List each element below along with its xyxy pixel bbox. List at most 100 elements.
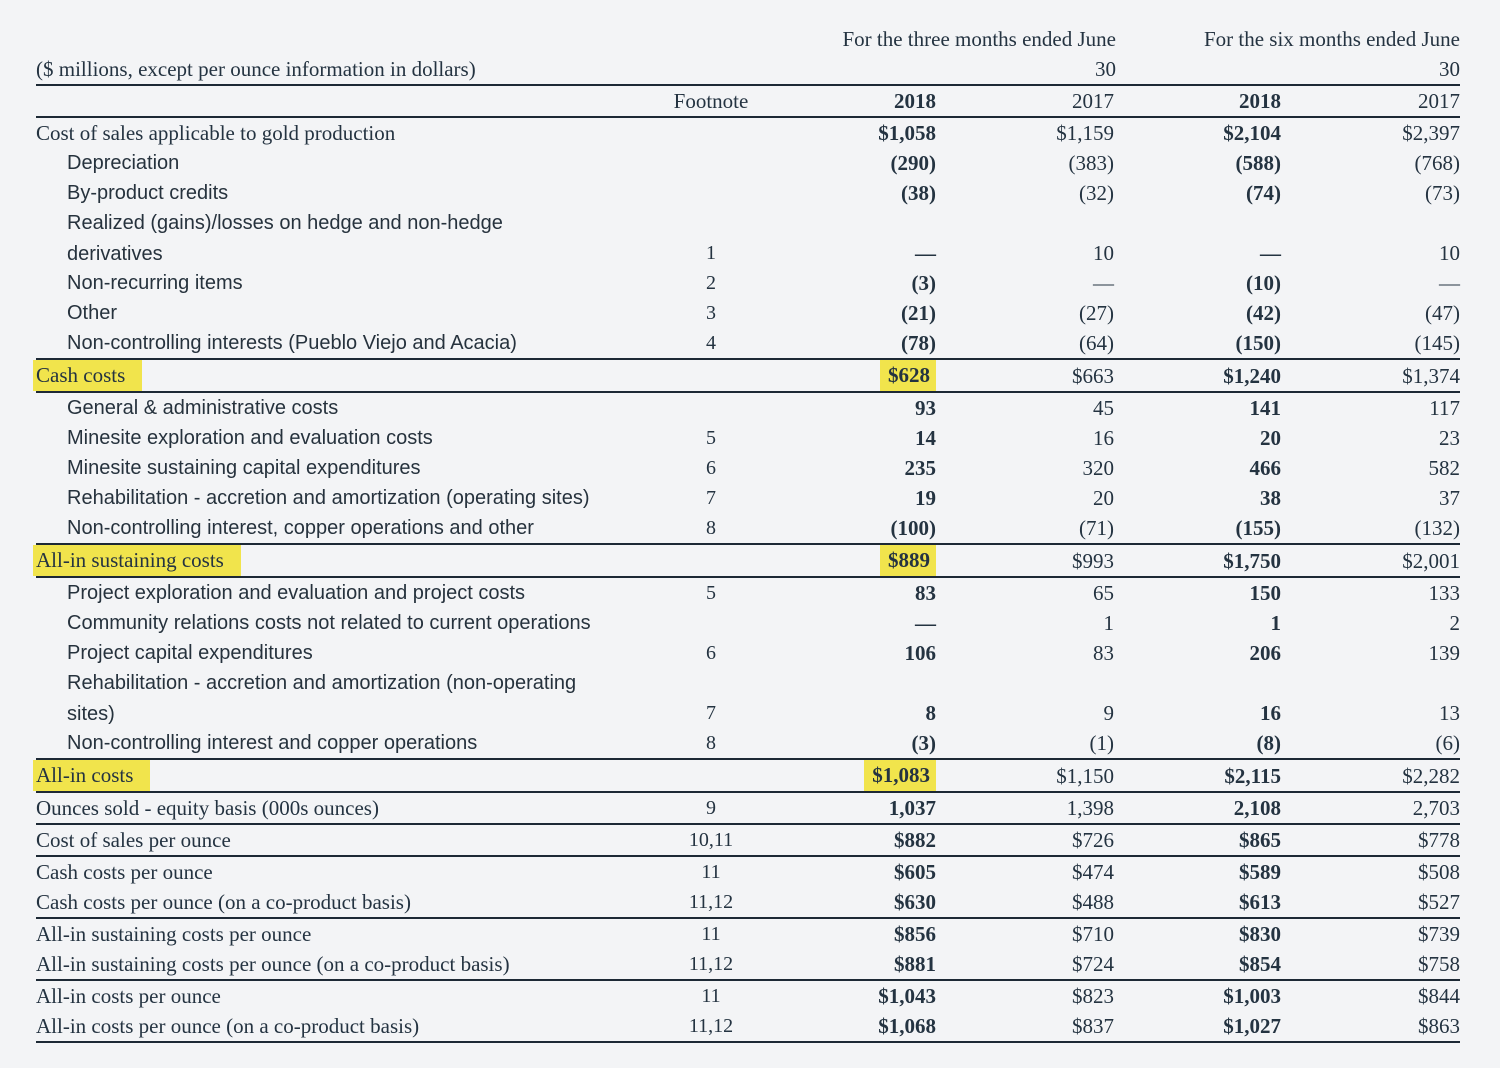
row-label: Cash costs: [33, 359, 636, 393]
value-cell: 117: [1429, 396, 1460, 420]
value-cell: 19: [915, 486, 936, 510]
table-header-block: ($ millions, except per ounce informatio…: [36, 24, 1460, 86]
footnote-cell: 8: [636, 728, 786, 760]
period-header-six-months-line2: 30: [1439, 57, 1460, 81]
row-non-controlling-interests: Non-controlling interests (Pueblo Viejo …: [36, 328, 1460, 360]
column-header-row: Footnote 2018 2017 2018 2017: [36, 86, 1460, 118]
row-cost-of-sales: Cost of sales applicable to gold product…: [36, 117, 1460, 148]
value-cell: 16: [1093, 426, 1114, 450]
value-cell: 93: [915, 396, 936, 420]
row-label: By-product credits: [67, 182, 229, 204]
row-label: Depreciation: [67, 152, 180, 174]
value-cell: 16: [1260, 701, 1281, 725]
row-label: Non-recurring items: [67, 272, 243, 294]
value-cell: 8: [925, 701, 937, 725]
row-nci-and-copper-operations: Non-controlling interest and copper oper…: [36, 728, 1460, 760]
row-cash-costs-per-ounce-co-product: Cash costs per ounce (on a co-product ba…: [36, 887, 1460, 919]
footnote-cell: 10,11: [636, 824, 786, 857]
value-cell: 20: [1260, 426, 1281, 450]
value-cell: $993: [936, 544, 1114, 578]
column-header-2017-h1: 2017: [1281, 86, 1460, 118]
value-cell: $889: [786, 544, 936, 578]
value-cell: (768): [1414, 151, 1461, 175]
period-header-six-months: For the six months ended June 30: [1116, 24, 1460, 84]
cost-reconciliation-table: Footnote 2018 2017 2018 2017 Cost of sal…: [33, 86, 1461, 1043]
value-cell: 206: [1249, 641, 1282, 665]
value-cell: 20: [1093, 486, 1114, 510]
footnote-cell: 3: [706, 302, 716, 324]
value-cell: $724: [936, 949, 1114, 981]
row-label: Other: [67, 302, 118, 324]
row-by-product-credits: By-product credits (38) (32) (74) (73): [36, 178, 1460, 208]
value-cell: $778: [1281, 824, 1460, 857]
footnote-cell: 7: [706, 702, 716, 724]
value-cell: (6): [1281, 728, 1460, 760]
row-cost-of-sales-per-ounce: Cost of sales per ounce 10,11 $882 $726 …: [36, 824, 1460, 857]
row-label: All-in costs per ounce (on a co-product …: [36, 1011, 636, 1043]
value-cell: (27): [1079, 301, 1114, 325]
highlight: $889: [880, 545, 936, 576]
row-label: Cost of sales applicable to gold product…: [36, 121, 396, 145]
value-cell: $488: [936, 887, 1114, 919]
value-cell: $2,397: [1402, 121, 1460, 145]
column-header-2018-q2: 2018: [786, 86, 936, 118]
value-cell: 83: [915, 581, 936, 605]
value-cell: (78): [786, 328, 936, 360]
value-cell: 139: [1428, 641, 1461, 665]
row-label: Minesite sustaining capital expenditures: [67, 457, 421, 479]
value-cell: 2,108: [1114, 792, 1281, 825]
row-rehabilitation-operating: Rehabilitation - accretion and amortizat…: [36, 483, 1460, 513]
value-cell: 1: [1103, 611, 1115, 635]
value-cell: $1,003: [1223, 984, 1281, 1008]
highlight: $1,083: [864, 760, 936, 791]
value-cell: $1,068: [786, 1011, 936, 1043]
value-cell: (290): [890, 151, 937, 175]
footnote-cell: 4: [636, 328, 786, 360]
row-nci-copper-operations-other: Non-controlling interest, copper operati…: [36, 513, 1460, 545]
row-label: Non-controlling interest, copper operati…: [36, 513, 636, 545]
value-cell: 1,037: [786, 792, 936, 825]
footnote-cell: 8: [636, 513, 786, 545]
value-cell: (588): [1235, 151, 1282, 175]
value-cell: 23: [1439, 426, 1460, 450]
value-cell: (3): [786, 728, 936, 760]
row-realized-hedge-derivatives: Realized (gains)/losses on hedge and non…: [36, 208, 1460, 268]
value-cell: 10: [1439, 241, 1460, 265]
value-cell: 10: [1093, 241, 1114, 265]
row-label: Cost of sales per ounce: [36, 824, 636, 857]
value-cell: $1,150: [936, 759, 1114, 793]
footnote-cell: 5: [706, 582, 716, 604]
value-cell: $508: [1418, 860, 1460, 884]
row-label: Rehabilitation - accretion and amortizat…: [67, 487, 590, 509]
footnote-cell: 11: [701, 923, 721, 945]
value-cell: 1,398: [936, 792, 1114, 825]
footnote-cell: 6: [706, 457, 716, 479]
row-all-in-costs: All-in costs $1,083 $1,150 $2,115 $2,282: [33, 759, 1460, 793]
row-all-in-costs-per-ounce-co-product: All-in costs per ounce (on a co-product …: [36, 1011, 1460, 1043]
value-cell: 45: [1093, 396, 1114, 420]
value-cell: 13: [1439, 701, 1460, 725]
row-project-exploration: Project exploration and evaluation and p…: [36, 577, 1460, 608]
value-cell: —: [915, 241, 936, 265]
value-cell: 37: [1439, 486, 1460, 510]
footnote-cell: [636, 178, 786, 208]
value-cell: $882: [786, 824, 936, 857]
value-cell: $1,374: [1281, 359, 1460, 393]
footnote-cell: 11: [701, 861, 721, 883]
value-cell: 38: [1260, 486, 1281, 510]
value-cell: (10): [1246, 271, 1281, 295]
value-cell: (150): [1114, 328, 1281, 360]
row-label: All-in costs: [33, 759, 636, 793]
row-label: All-in sustaining costs per ounce (on a …: [36, 949, 636, 981]
value-cell: $630: [786, 887, 936, 919]
footnote-cell: 2: [706, 272, 716, 294]
period-header-six-months-line1: For the six months ended June: [1203, 27, 1460, 51]
row-minesite-sustaining-capex: Minesite sustaining capital expenditures…: [36, 453, 1460, 483]
value-cell: (383): [1068, 151, 1115, 175]
value-cell: $830: [1239, 922, 1281, 946]
value-cell: (3): [911, 271, 937, 295]
value-cell: (145): [1281, 328, 1460, 360]
footnote-cell: 11,12: [636, 887, 786, 919]
row-label: Cash costs per ounce (on a co-product ba…: [36, 887, 636, 919]
value-cell: $2,115: [1114, 759, 1281, 793]
